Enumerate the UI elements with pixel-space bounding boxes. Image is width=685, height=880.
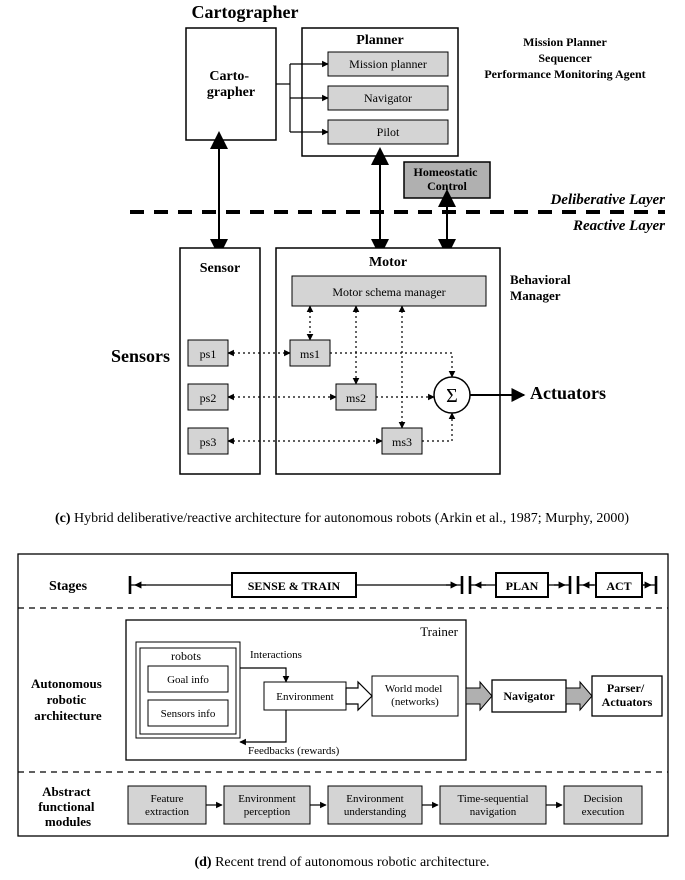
modules-label: Abstract functional modules: [38, 784, 98, 829]
sensors-info-label: Sensors info: [161, 708, 216, 720]
box-cartographer: [186, 28, 276, 140]
title-cartographer: Cartographer: [192, 2, 299, 22]
world-model-label: World model (networks): [385, 683, 445, 708]
goal-info-label: Goal info: [167, 674, 209, 686]
svg-text:Environmentperception: Environmentperception: [238, 793, 295, 818]
motor-title: Motor: [369, 255, 407, 270]
caption-c: (c) Hybrid deliberative/reactive archite…: [55, 511, 629, 526]
planner-item-1-label: Navigator: [364, 91, 412, 105]
arch-label: Autonomous robotic architecture: [31, 676, 105, 723]
planner-item-0-label: Mission planner: [349, 57, 427, 71]
right-list-1: Sequencer: [538, 51, 592, 65]
ps2-label: ps2: [200, 391, 217, 405]
caption-d: (d) Recent trend of autonomous robotic a…: [194, 855, 489, 870]
svg-text:Environmentunderstanding: Environmentunderstanding: [344, 793, 407, 818]
behavioral-mgr-label: Behavioral Manager: [510, 272, 574, 303]
right-list-0: Mission Planner: [523, 35, 607, 49]
svg-text:Featureextraction: Featureextraction: [145, 793, 189, 818]
stage-0-label: SENSE & TRAIN: [248, 579, 341, 593]
ms1-label: ms1: [300, 347, 320, 361]
robots-label: robots: [171, 649, 201, 663]
svg-text:Decisionexecution: Decisionexecution: [582, 793, 625, 818]
environment-label: Environment: [276, 691, 333, 703]
right-list-2: Performance Monitoring Agent: [484, 67, 645, 81]
sensors-label: Sensors: [111, 346, 170, 366]
diagram-d: Stages SENSE & TRAIN PLAN ACT Autonomous…: [18, 554, 668, 870]
arrow-navigator-parser: [566, 682, 592, 710]
sensor-title: Sensor: [200, 261, 240, 276]
planner-title: Planner: [356, 33, 403, 48]
label-reactive: Reactive Layer: [572, 218, 665, 234]
motor-schema-label: Motor schema manager: [332, 285, 445, 299]
label-deliberative: Deliberative Layer: [549, 192, 665, 208]
actuators-label: Actuators: [530, 383, 606, 403]
sigma-label: Σ: [446, 385, 458, 407]
feedbacks-label: Feedbacks (rewards): [248, 745, 340, 757]
ps3-label: ps3: [200, 435, 217, 449]
planner-item-2-label: Pilot: [377, 125, 400, 139]
diagram-c: Cartographer Carto- grapher Planner Miss…: [55, 2, 665, 526]
ms3-label: ms3: [392, 435, 412, 449]
diagram-svg: Cartographer Carto- grapher Planner Miss…: [0, 0, 685, 880]
parser-label: Parser/ Actuators: [602, 681, 653, 709]
navigator-label: Navigator: [503, 689, 555, 703]
box-cartographer-label: Carto- grapher: [207, 69, 255, 100]
stages-label: Stages: [49, 579, 88, 594]
stage-2-label: ACT: [606, 579, 631, 593]
trainer-label: Trainer: [420, 624, 458, 639]
modules-row: Featureextraction Environmentperception …: [128, 786, 642, 824]
ms2-label: ms2: [346, 391, 366, 405]
ps1-label: ps1: [200, 347, 217, 361]
stage-1-label: PLAN: [506, 579, 539, 593]
interactions-label: Interactions: [250, 649, 302, 661]
arrow-world-navigator: [466, 682, 492, 710]
